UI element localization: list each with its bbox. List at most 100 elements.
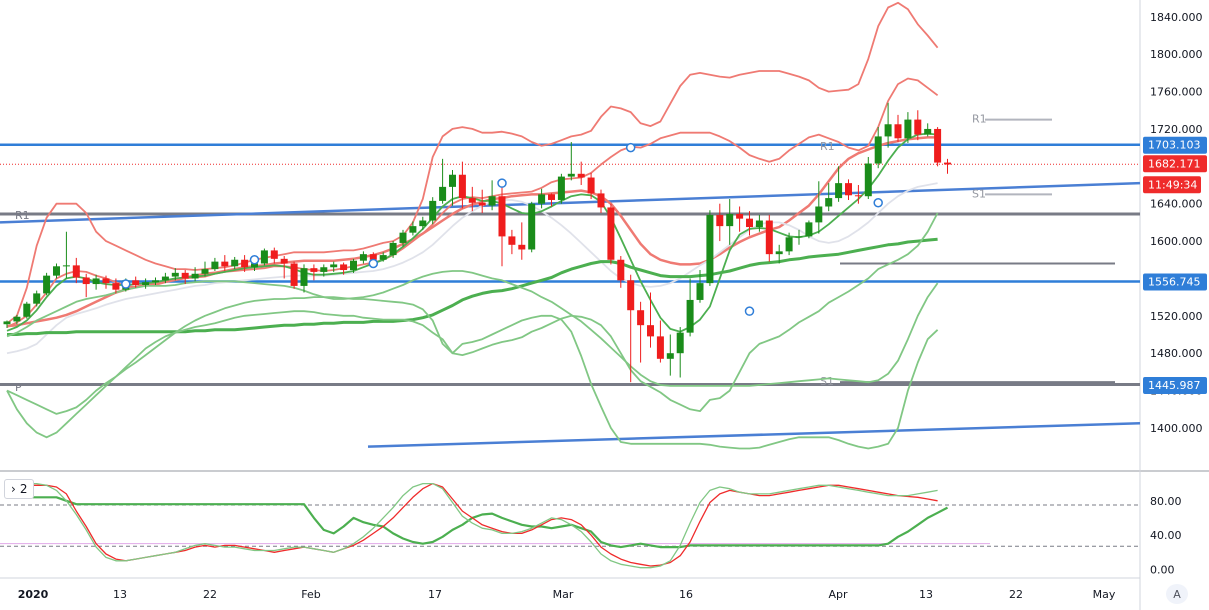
candle-body[interactable] — [716, 214, 724, 227]
candle-body[interactable] — [359, 254, 367, 261]
candle-body[interactable] — [92, 278, 100, 285]
candle-body[interactable] — [755, 220, 763, 228]
candle-body[interactable] — [330, 264, 338, 268]
candle-body[interactable] — [161, 276, 169, 281]
candle-body[interactable] — [795, 236, 803, 238]
candle-body[interactable] — [498, 196, 506, 237]
candle-body[interactable] — [577, 173, 585, 178]
candle-body[interactable] — [884, 124, 892, 137]
candle-body[interactable] — [251, 263, 258, 268]
candle-body[interactable] — [379, 255, 387, 260]
candle-body[interactable] — [409, 226, 417, 233]
candle-body[interactable] — [429, 200, 437, 221]
candle-body[interactable] — [458, 174, 466, 199]
candle-body[interactable] — [13, 316, 21, 322]
candle-body[interactable] — [587, 177, 595, 194]
candle-body[interactable] — [845, 183, 852, 196]
candle-body[interactable] — [468, 198, 476, 203]
candle-body[interactable] — [597, 193, 605, 208]
candle-body[interactable] — [201, 269, 209, 274]
candle-body[interactable] — [72, 265, 80, 278]
candle-body[interactable] — [191, 273, 199, 279]
candle-body[interactable] — [112, 283, 120, 290]
candle-body[interactable] — [666, 353, 674, 359]
candle-body[interactable] — [23, 303, 31, 317]
candle-body[interactable] — [815, 206, 823, 223]
candle-body[interactable] — [637, 310, 645, 326]
candle-body[interactable] — [62, 265, 70, 267]
candle-body[interactable] — [538, 194, 546, 204]
candle-body[interactable] — [825, 198, 833, 207]
candle-body[interactable] — [260, 250, 268, 264]
candle-body[interactable] — [765, 220, 773, 255]
candle-body[interactable] — [211, 261, 219, 270]
candle-body[interactable] — [320, 267, 328, 272]
candle-body[interactable] — [518, 244, 526, 250]
candle-body[interactable] — [676, 332, 684, 354]
candle-body[interactable] — [449, 174, 456, 187]
candle-body[interactable] — [696, 283, 704, 300]
candle-body[interactable] — [43, 275, 51, 294]
candle-body[interactable] — [270, 250, 278, 259]
candle-body[interactable] — [548, 194, 555, 200]
candle-body[interactable] — [102, 278, 110, 284]
candle-body[interactable] — [567, 173, 575, 177]
candle-body[interactable] — [53, 266, 60, 276]
candle-body[interactable] — [419, 220, 427, 227]
candle-body[interactable] — [647, 325, 654, 337]
candle-body[interactable] — [171, 272, 179, 277]
candle-body[interactable] — [854, 195, 862, 197]
candle-body[interactable] — [241, 259, 249, 268]
candle-body[interactable] — [656, 336, 664, 359]
candle-body[interactable] — [736, 213, 744, 219]
candle-body[interactable] — [746, 218, 753, 228]
candle-body[interactable] — [835, 183, 843, 199]
candle-body[interactable] — [557, 176, 565, 200]
pane-toggle-button[interactable]: › 2 — [4, 479, 35, 499]
candle-body[interactable] — [369, 254, 377, 260]
candle-body[interactable] — [33, 293, 41, 304]
candle-body[interactable] — [805, 222, 813, 237]
candle-body[interactable] — [914, 119, 922, 135]
candle-body[interactable] — [488, 196, 496, 206]
candle-body[interactable] — [340, 264, 348, 271]
candle-body[interactable] — [706, 214, 714, 284]
candle-body[interactable] — [152, 280, 159, 283]
candle-body[interactable] — [864, 163, 872, 197]
auto-scale-button[interactable]: A — [1166, 584, 1188, 604]
candle-body[interactable] — [350, 260, 357, 271]
candle-body[interactable] — [231, 259, 239, 267]
candle-body[interactable] — [280, 258, 288, 264]
candle-body[interactable] — [785, 237, 793, 252]
candle-body[interactable] — [528, 203, 536, 250]
candle-body[interactable] — [181, 272, 189, 279]
candle-body[interactable] — [300, 268, 308, 286]
candle-body[interactable] — [310, 268, 318, 272]
candle-body[interactable] — [142, 282, 150, 285]
candle-body[interactable] — [934, 128, 942, 163]
candle-body[interactable] — [399, 232, 407, 243]
candle-body[interactable] — [924, 128, 932, 135]
candle-body[interactable] — [290, 263, 298, 286]
candle-body[interactable] — [132, 280, 140, 285]
candle-body[interactable] — [904, 119, 912, 139]
candle-body[interactable] — [944, 162, 951, 165]
candle-body[interactable] — [726, 213, 734, 227]
candle-body[interactable] — [389, 242, 397, 256]
candle-body[interactable] — [874, 136, 882, 164]
candle-body[interactable] — [508, 236, 516, 245]
candle-body[interactable] — [617, 259, 625, 281]
candle-body[interactable] — [478, 202, 486, 206]
candle-body[interactable] — [3, 321, 11, 325]
candle-body[interactable] — [607, 207, 615, 260]
candle-body[interactable] — [627, 280, 635, 311]
candle-body[interactable] — [686, 299, 694, 333]
candle-body[interactable] — [775, 251, 783, 255]
candle-body[interactable] — [221, 261, 229, 267]
candle-body[interactable] — [894, 124, 902, 139]
time-axis-label: Mar — [553, 588, 574, 601]
candle-body[interactable] — [439, 186, 447, 201]
candles[interactable] — [3, 102, 952, 383]
candle-body[interactable] — [82, 277, 90, 285]
